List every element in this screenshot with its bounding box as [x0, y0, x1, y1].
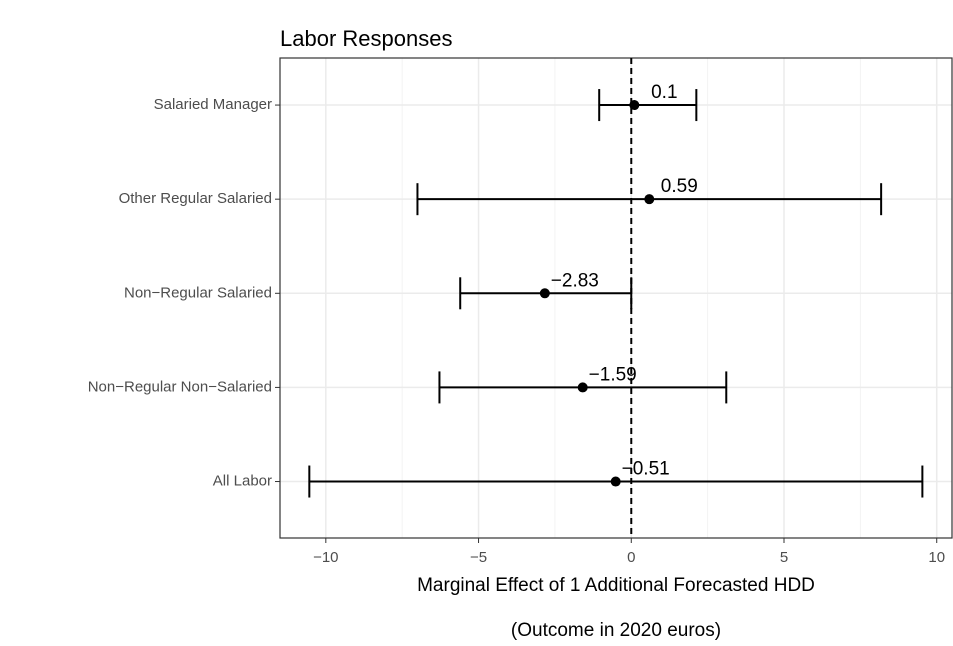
y-tick-label: Salaried Manager [154, 96, 272, 113]
data-label: −2.83 [551, 270, 599, 291]
y-tick-label: Non−Regular Salaried [124, 284, 272, 301]
panel-border [279, 57, 953, 539]
point [577, 382, 588, 393]
x-tick-label: −10 [313, 549, 338, 566]
grid [280, 58, 952, 538]
y-tick-label: All Labor [213, 472, 272, 489]
marks: 0.1 0.59 −2.83 −1.59 −0.51 [308, 82, 924, 498]
x-axis-title: Marginal Effect of 1 Additional Forecast… [417, 575, 815, 596]
y-tick-label: Non−Regular Non−Salaried [88, 378, 272, 395]
x-tick-label: −5 [470, 549, 487, 566]
point [610, 476, 621, 487]
point [644, 194, 655, 205]
chart-title: Labor Responses [280, 26, 452, 51]
x-tick-label: 0 [627, 549, 635, 566]
data-label: 0.59 [661, 176, 698, 197]
data-label: −1.59 [589, 364, 637, 385]
point [539, 288, 550, 299]
data-label: 0.1 [651, 82, 677, 103]
x-tick-label: 10 [928, 549, 945, 566]
x-axis-subtitle: (Outcome in 2020 euros) [511, 620, 721, 641]
y-tick-label: Other Regular Salaried [119, 190, 272, 207]
x-tick-label: 5 [780, 549, 788, 566]
data-label: −0.51 [622, 459, 670, 480]
